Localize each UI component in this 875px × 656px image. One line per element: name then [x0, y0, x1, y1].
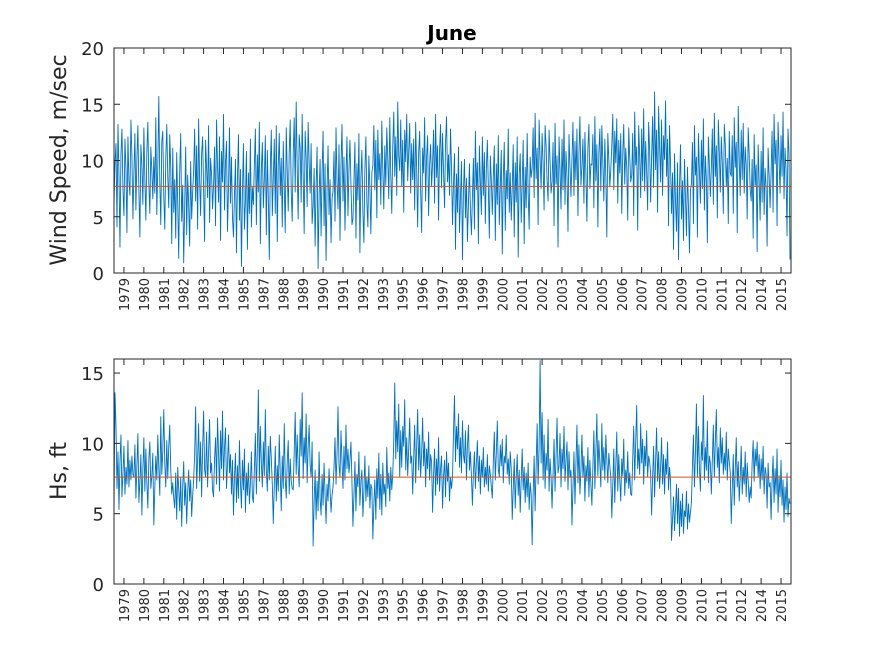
y-tick-label: 10 — [81, 434, 104, 455]
x-tick-label: 1982 — [178, 589, 193, 622]
x-tick-label: 2015 — [775, 589, 790, 622]
x-tick-label: 2012 — [735, 278, 750, 311]
x-tick-label: 2006 — [616, 589, 631, 622]
x-tick-label: 1989 — [297, 589, 312, 622]
x-tick-label: 1990 — [317, 278, 332, 311]
x-tick-label: 2004 — [576, 278, 591, 311]
x-tick-label: 2006 — [616, 278, 631, 311]
x-tick-label: 2005 — [596, 278, 611, 311]
wind-speed-panel: June Wind Speed, m/sec 0 5 10 15 20 1979 1980 1… — [47, 21, 792, 311]
x-tick-label: 2009 — [676, 278, 691, 311]
x-tick-label: 2010 — [695, 278, 710, 311]
x-tick-label: 2001 — [516, 278, 531, 311]
x-tick-label: 2004 — [576, 589, 591, 622]
x-tick-label: 1988 — [277, 589, 292, 622]
y-axis-label-hs: Hs, ft — [47, 442, 72, 500]
x-tick-label: 2000 — [496, 589, 511, 622]
x-tick-label: 1979 — [118, 589, 133, 622]
x-tick-label: 2008 — [656, 278, 671, 311]
x-tick-label: 2007 — [636, 589, 651, 622]
x-tick-label: 2011 — [715, 589, 730, 622]
x-tick-label: 2011 — [715, 278, 730, 311]
x-tick-label: 1981 — [158, 278, 173, 311]
x-tick-label: 1997 — [437, 278, 452, 311]
y-tick-label: 5 — [93, 505, 104, 526]
x-tick-label: 1993 — [377, 589, 392, 622]
y-tick-label: 0 — [93, 575, 104, 596]
x-tick-label: 2001 — [516, 589, 531, 622]
x-tick-label: 2003 — [556, 278, 571, 311]
x-tick-label: 1988 — [277, 278, 292, 311]
x-tick-label: 2010 — [695, 589, 710, 622]
data-series-line — [113, 359, 791, 547]
y-tick-label: 0 — [93, 264, 104, 285]
wind-axes: 0 5 10 15 20 1979 1980 1981 1982 1983 1984 1985 1987… — [81, 39, 792, 311]
x-tick-label: 1981 — [158, 589, 173, 622]
data-series-line — [113, 91, 791, 269]
y-tick-label: 15 — [81, 95, 104, 116]
x-tick-label: 1980 — [138, 278, 153, 311]
x-tick-label: 1996 — [417, 278, 432, 311]
y-tick-label: 20 — [81, 39, 104, 60]
x-tick-label: 2014 — [755, 589, 770, 622]
x-tick-label: 2012 — [735, 589, 750, 622]
x-tick-label: 1982 — [178, 278, 193, 311]
axes-box — [113, 358, 792, 585]
x-tick-label: 1985 — [237, 278, 252, 311]
wind-speed-series-group — [113, 91, 791, 269]
x-tick-label: 1998 — [457, 278, 472, 311]
x-tick-label: 2005 — [596, 589, 611, 622]
x-tick-label: 1984 — [218, 589, 233, 622]
x-tick-label: 1987 — [257, 589, 272, 622]
x-tick-label: 2008 — [656, 589, 671, 622]
x-tick-label: 1997 — [437, 589, 452, 622]
x-tick-label: 1999 — [476, 589, 491, 622]
hs-series-group — [113, 359, 791, 547]
x-tick-label: 1990 — [317, 589, 332, 622]
x-tick-label: 2003 — [556, 589, 571, 622]
x-tick-label: 1995 — [397, 589, 412, 622]
x-tick-label: 2002 — [536, 278, 551, 311]
x-tick-label: 1993 — [377, 278, 392, 311]
x-tick-label: 1991 — [337, 589, 352, 622]
y-axis-label-wind: Wind Speed, m/sec — [47, 54, 72, 265]
x-tick-label: 2014 — [755, 278, 770, 311]
x-tick-label: 1998 — [457, 589, 472, 622]
x-tick-label: 1980 — [138, 589, 153, 622]
x-tick-label: 2000 — [496, 278, 511, 311]
x-tick-label: 1996 — [417, 589, 432, 622]
x-tick-label: 1991 — [337, 278, 352, 311]
x-tick-label: 1979 — [118, 278, 133, 311]
x-tick-label: 1995 — [397, 278, 412, 311]
x-tick-label: 1983 — [198, 278, 213, 311]
x-tick-label: 1985 — [237, 589, 252, 622]
hs-axes: 0 5 10 15 1979 1980 1981 1982 1983 1984 1985 1987 19… — [81, 358, 792, 622]
chart-title: June — [425, 21, 476, 45]
x-tick-label: 1992 — [357, 589, 372, 622]
x-tick-label: 1989 — [297, 278, 312, 311]
wave-height-panel: Hs, ft 0 5 10 15 1979 1980 1981 1982 1983 1984 198… — [47, 358, 792, 622]
y-tick-label: 5 — [93, 208, 104, 229]
y-tick-label: 15 — [81, 364, 104, 385]
x-tick-label: 2007 — [636, 278, 651, 311]
x-tick-label: 1987 — [257, 278, 272, 311]
x-tick-label: 2002 — [536, 589, 551, 622]
x-tick-label: 1992 — [357, 278, 372, 311]
x-tick-label: 1983 — [198, 589, 213, 622]
x-tick-label: 2015 — [775, 278, 790, 311]
x-tick-label: 1984 — [218, 278, 233, 311]
x-tick-label: 2009 — [676, 589, 691, 622]
y-tick-label: 10 — [81, 152, 104, 173]
x-tick-label: 1999 — [476, 278, 491, 311]
